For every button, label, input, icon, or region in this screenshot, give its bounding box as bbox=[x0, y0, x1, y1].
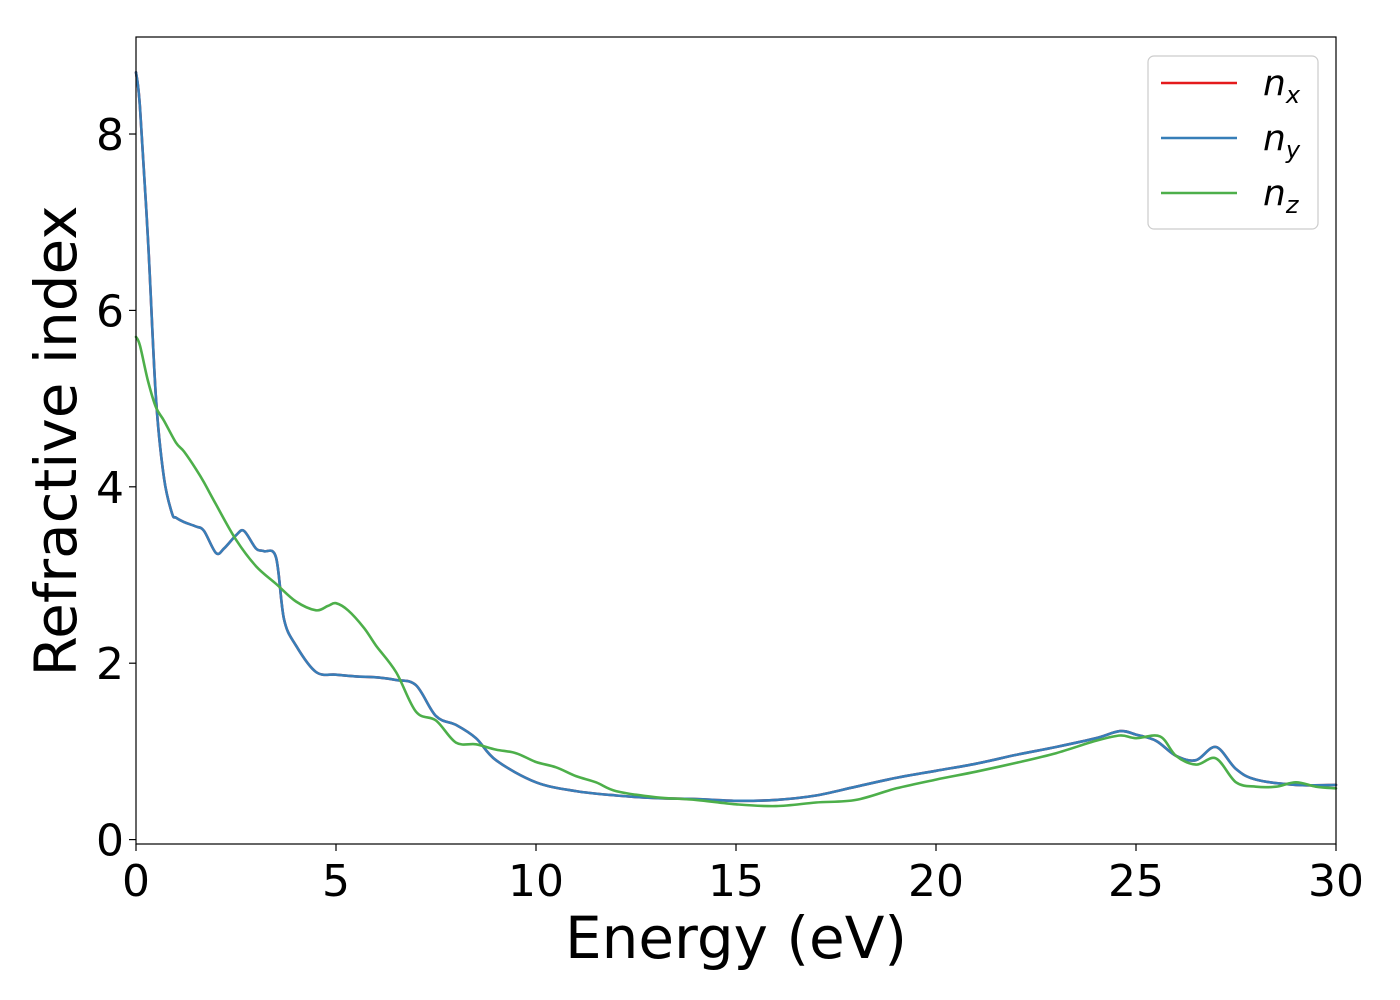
y-tick-label: 6 bbox=[96, 286, 124, 337]
series-line-z bbox=[134, 335, 1338, 808]
legend-box bbox=[1147, 55, 1319, 230]
x-axis-title: Energy (eV) bbox=[565, 904, 907, 972]
x-tick-label: 0 bbox=[122, 856, 150, 907]
series-layer bbox=[134, 71, 1338, 808]
y-tick-label: 2 bbox=[96, 639, 124, 690]
x-tick-label: 30 bbox=[1308, 856, 1364, 907]
x-tick-label: 10 bbox=[508, 856, 564, 907]
x-axis-ticks: 0 5 10 15 20 25 30 bbox=[122, 844, 1364, 907]
legend-label-x: nx bbox=[1263, 63, 1301, 109]
y-axis-ticks: 0 2 4 6 8 bbox=[96, 110, 136, 867]
legend-label-y: ny bbox=[1263, 118, 1301, 164]
x-tick-label: 25 bbox=[1108, 856, 1164, 907]
y-tick-label: 0 bbox=[96, 816, 124, 867]
x-tick-label: 15 bbox=[708, 856, 764, 907]
y-axis-title: Refractive index bbox=[22, 205, 90, 676]
y-tick-label: 4 bbox=[96, 463, 124, 514]
y-tick-label: 8 bbox=[96, 110, 124, 161]
x-tick-label: 20 bbox=[908, 856, 964, 907]
legend: nx ny nz bbox=[1147, 55, 1319, 230]
legend-label-z: nz bbox=[1263, 173, 1300, 219]
x-tick-label: 5 bbox=[322, 856, 350, 907]
series-line-y bbox=[134, 71, 1338, 803]
